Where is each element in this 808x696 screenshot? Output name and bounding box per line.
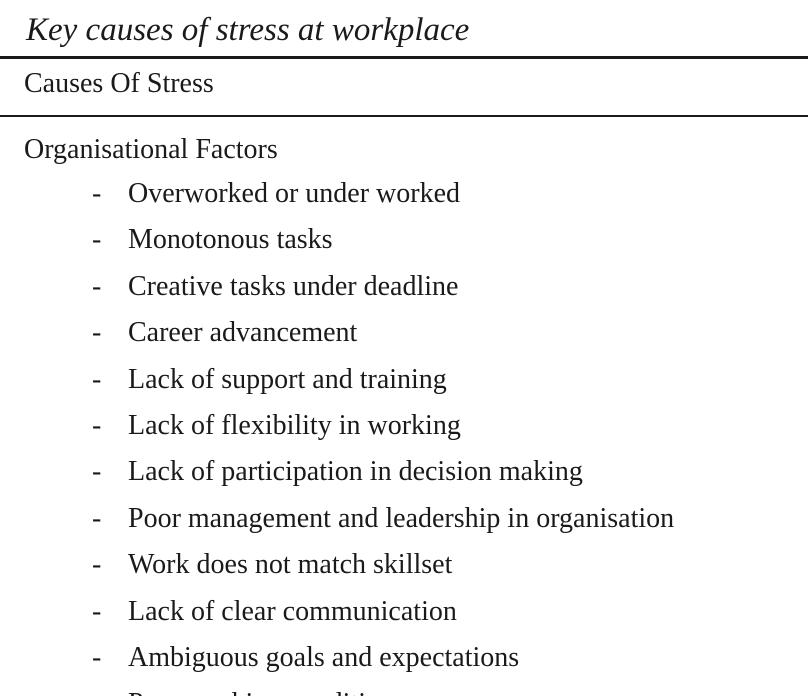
list-item-text: Poor working conditions xyxy=(128,686,405,696)
dash-bullet: - xyxy=(92,686,101,696)
dash-bullet: - xyxy=(92,270,102,302)
dash-bullet: - xyxy=(92,178,102,209)
dash-bullet: - xyxy=(92,456,102,488)
list-item-text: Lack of clear communication xyxy=(128,595,457,627)
list-item-text: Creative tasks under deadline xyxy=(128,270,459,302)
table-caption: Key causes of stress at workplace xyxy=(26,12,470,48)
dash-bullet: - xyxy=(92,595,102,627)
list-item-text: Career advancement xyxy=(128,317,358,349)
dash-bullet: - xyxy=(92,409,102,441)
dash-bullet: - xyxy=(92,224,102,256)
top-rule xyxy=(0,56,808,59)
section-title: Organisational Factors xyxy=(24,134,278,165)
list-item-text: Lack of support and training xyxy=(128,363,447,395)
dash-bullet: - xyxy=(92,549,102,581)
list-item-text: Monotonous tasks xyxy=(128,224,333,256)
dash-bullet: - xyxy=(92,363,102,395)
table-header: Causes Of Stress xyxy=(24,68,214,99)
list-item-text: Lack of participation in decision making xyxy=(128,456,583,488)
list-item-text: Poor management and leadership in organi… xyxy=(128,502,675,534)
dash-bullet: - xyxy=(92,641,102,673)
dash-bullet: - xyxy=(92,502,102,534)
list-item-text: Work does not match skillset xyxy=(128,549,453,581)
list-item-text: Lack of flexibility in working xyxy=(128,409,461,441)
header-rule xyxy=(0,115,808,117)
dash-bullet: - xyxy=(92,317,102,349)
list-item-text: Overworked or under worked xyxy=(128,178,460,209)
list-item-text: Ambiguous goals and expectations xyxy=(128,641,520,673)
